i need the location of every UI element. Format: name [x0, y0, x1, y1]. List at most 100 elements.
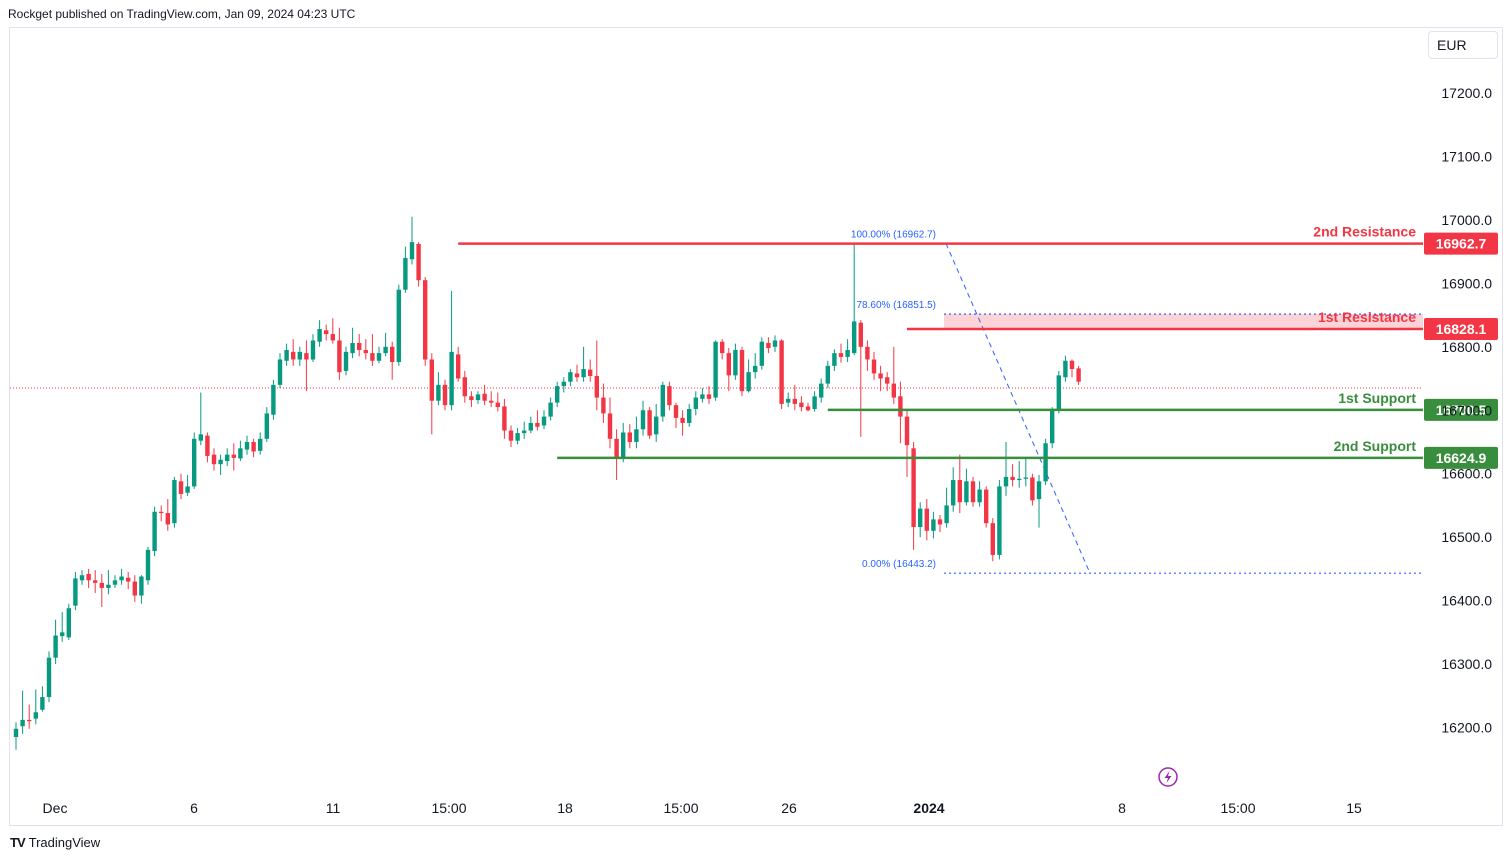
- candle: [720, 339, 725, 360]
- candle-body: [951, 480, 956, 506]
- candle: [198, 392, 203, 446]
- candle: [456, 346, 461, 382]
- candle: [489, 391, 494, 408]
- candle: [640, 400, 646, 436]
- candle: [343, 346, 349, 376]
- candle: [112, 575, 118, 588]
- lightning-icon[interactable]: [1158, 767, 1178, 787]
- candle-body: [786, 398, 791, 403]
- candle-body: [403, 257, 408, 290]
- candle-body: [390, 346, 395, 363]
- time-tick-label: 6: [190, 800, 198, 816]
- price-axis: 16200.0 16300.0 16400.0 16500.0 16600.0 16700…: [1441, 85, 1492, 736]
- candle-body: [225, 454, 230, 462]
- candle: [304, 340, 309, 392]
- candle: [403, 246, 408, 293]
- candle-body: [852, 321, 857, 354]
- lightning-icon-ring: [1158, 767, 1178, 787]
- candle: [192, 432, 197, 489]
- candle-body: [541, 416, 547, 426]
- candle-body: [363, 349, 368, 354]
- candle-body: [997, 486, 1002, 555]
- candle: [337, 327, 342, 380]
- icons-layer: [1158, 767, 1178, 787]
- time-tick-label: Dec: [43, 800, 68, 816]
- time-tick-label: 26: [781, 800, 797, 816]
- price-tick-label: 16400.0: [1441, 593, 1492, 609]
- candle-body: [528, 422, 533, 431]
- candle: [475, 391, 481, 404]
- candle: [383, 332, 388, 357]
- candle-body: [779, 340, 784, 404]
- candle: [680, 410, 685, 436]
- candle-body: [647, 410, 652, 436]
- candle: [957, 454, 962, 514]
- time-tick-label: 18: [557, 800, 573, 816]
- candle-body: [126, 577, 131, 582]
- level-name: 2nd Resistance: [1313, 224, 1416, 240]
- candle: [1056, 370, 1061, 414]
- time-tick-label: 11: [326, 800, 341, 816]
- candle: [40, 686, 45, 712]
- candle-body: [456, 354, 461, 379]
- candle-body: [449, 351, 454, 406]
- candle-body: [1010, 476, 1015, 481]
- fib-label: 78.60% (16851.5): [856, 300, 936, 311]
- level-price-label: 16962.7: [1436, 236, 1487, 252]
- candle-body: [1069, 360, 1075, 370]
- candle: [264, 407, 269, 442]
- candle-body: [423, 280, 428, 360]
- candle-body: [1030, 477, 1035, 501]
- candle-body: [258, 438, 263, 451]
- candle: [79, 570, 85, 585]
- candle-body: [937, 519, 943, 525]
- candle: [759, 337, 764, 370]
- candle-body: [73, 578, 78, 606]
- candle: [244, 435, 250, 455]
- candle-body: [957, 480, 962, 503]
- candle: [885, 372, 890, 392]
- candle: [126, 572, 131, 590]
- candle-body: [1043, 443, 1048, 482]
- currency-selector[interactable]: EUR: [1428, 31, 1498, 59]
- candle: [574, 364, 580, 382]
- candle: [317, 320, 322, 347]
- candle: [86, 568, 91, 588]
- candle: [73, 572, 78, 611]
- candle: [548, 397, 553, 421]
- candle-body: [812, 396, 817, 409]
- tradingview-logo-icon: TV: [10, 835, 26, 850]
- candle: [753, 353, 758, 379]
- candle: [555, 381, 560, 408]
- price-tick-label: 17000.0: [1441, 212, 1492, 228]
- candle-body: [990, 523, 995, 555]
- level-name: 2nd Support: [1334, 438, 1417, 454]
- candle: [218, 454, 223, 475]
- candle-body: [924, 508, 929, 531]
- candle: [713, 340, 718, 401]
- candle: [53, 619, 58, 665]
- candle: [739, 346, 745, 397]
- candle-body: [871, 359, 877, 374]
- candle: [93, 570, 98, 593]
- candle: [581, 346, 586, 382]
- candle-body: [561, 381, 566, 387]
- candle-body: [337, 340, 342, 373]
- candle-body: [442, 384, 448, 406]
- candle-body: [720, 341, 725, 354]
- candle: [139, 575, 144, 604]
- footer-brand: TV TradingView: [10, 835, 100, 850]
- candle-body: [977, 489, 982, 503]
- time-tick-label: 15:00: [1220, 800, 1255, 816]
- candle: [891, 346, 896, 404]
- candle: [904, 408, 910, 477]
- candle: [951, 467, 956, 512]
- candle-body: [152, 511, 157, 552]
- candle: [436, 372, 441, 406]
- candle-body: [911, 448, 916, 527]
- candle-body: [1023, 477, 1028, 479]
- candle-body: [60, 632, 65, 637]
- candle: [819, 378, 824, 403]
- candle-body: [687, 408, 692, 423]
